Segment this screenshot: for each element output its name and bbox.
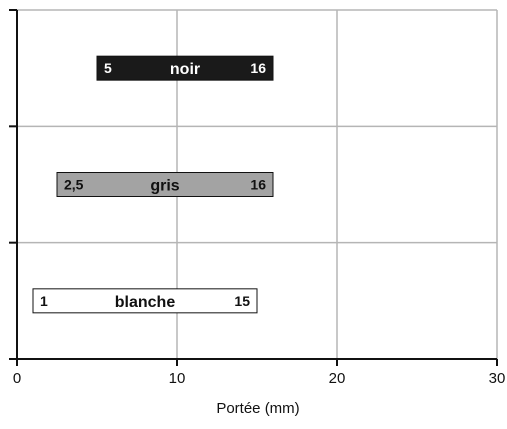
x-tick-label: 20: [329, 370, 346, 387]
bar-max-label: 16: [250, 60, 266, 76]
x-tick-label: 30: [489, 370, 506, 387]
bar-blanche: [32, 288, 258, 314]
bar-gris: [56, 172, 274, 197]
x-axis-title: Portée (mm): [216, 400, 299, 417]
bar-noir: [96, 55, 274, 81]
bar-min-label: 2,5: [64, 177, 84, 193]
bar-category-label: noir: [170, 61, 200, 78]
x-tick-label: 10: [169, 370, 186, 387]
bar-min-label: 1: [40, 293, 48, 309]
bar-category-label: gris: [150, 178, 179, 195]
x-tick-label: 0: [13, 370, 21, 387]
bar-min-label: 5: [104, 60, 112, 76]
bar-max-label: 15: [234, 293, 250, 309]
grid-layer: [17, 9, 498, 359]
x-tick-labels: 0 10 20 30: [13, 370, 506, 387]
bar-category-label: blanche: [115, 294, 176, 311]
axis-layer: [9, 9, 498, 366]
bar-layer: 5 16 noir 2,5 16 gris 1 15 blanche: [32, 55, 274, 314]
bar-max-label: 16: [250, 177, 266, 193]
